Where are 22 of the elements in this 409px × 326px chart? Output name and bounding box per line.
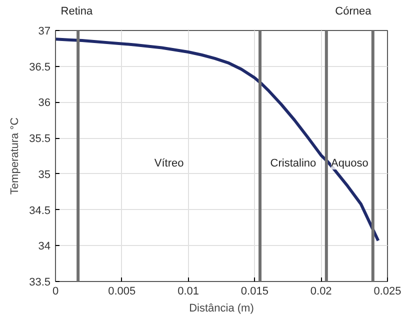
annotation: Vítreo	[154, 158, 184, 170]
x-tick-label: 0.02	[310, 286, 332, 298]
y-axis-title: Temperatura °C	[9, 117, 22, 195]
y-tick-label: 35.5	[29, 133, 51, 146]
x-tick-label: 0	[52, 286, 59, 298]
x-tick-label: 0.025	[374, 286, 402, 298]
x-tick-label: 0.015	[240, 286, 268, 298]
annotation: Cristalino	[270, 158, 316, 170]
x-axis-title: Distância (m)	[189, 302, 254, 314]
ref-line-label: Córnea	[335, 6, 372, 18]
x-tick-label: 0.005	[108, 286, 136, 298]
y-tick-label: 35	[38, 168, 51, 181]
y-tick-label: 34.5	[29, 204, 51, 217]
y-tick-label: 34	[38, 240, 51, 253]
annotation: Aquoso	[331, 158, 368, 170]
y-tick-label: 36	[38, 97, 51, 110]
y-tick-label: 37	[38, 26, 51, 38]
x-tick-label: 0.01	[178, 286, 200, 298]
line-series	[56, 38, 380, 242]
y-tick-label: 33.5	[29, 276, 51, 288]
ref-line-label: Retina	[60, 6, 94, 18]
y-tick-label: 36.5	[29, 61, 51, 74]
